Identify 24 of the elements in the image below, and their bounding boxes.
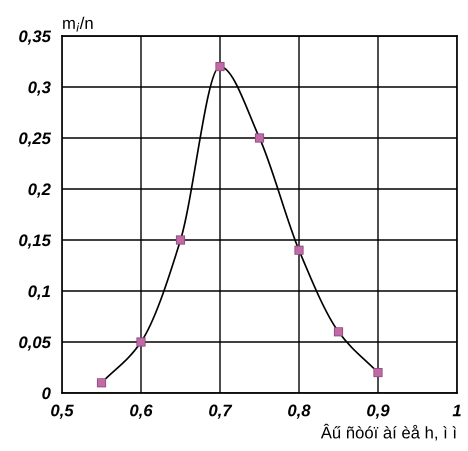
point: [254, 133, 264, 143]
point: [373, 368, 383, 378]
y-tick-label: 0,05: [19, 336, 52, 351]
x-tick-label: 0,8: [288, 404, 311, 419]
y-tick-label: 0: [42, 387, 51, 400]
y-tick-label: 0,3: [28, 81, 51, 96]
y-tick-label: 0,25: [19, 132, 52, 147]
y-tick-label: 0,15: [19, 234, 52, 249]
x-tick-label: 0,7: [209, 404, 232, 419]
y-tick-label: 0,35: [19, 30, 52, 45]
y-tick-label: 0,1: [28, 285, 50, 300]
y-tick-label: 0,2: [28, 183, 51, 198]
point: [136, 337, 146, 347]
x-tick-label: 0,6: [130, 404, 153, 419]
point: [96, 378, 106, 388]
point: [176, 235, 186, 245]
point: [334, 327, 344, 336]
x-tick-label: 0,9: [367, 404, 390, 419]
y-axis-title: m$_{i}$/n: [63, 16, 93, 32]
x-axis-title: Âű ñòóï àí èå h, ì ì: [320, 424, 456, 441]
point: [294, 246, 304, 255]
x-tick-label: 0,5: [51, 404, 74, 419]
point: [215, 62, 225, 72]
x-tick-label: 1: [452, 404, 461, 416]
